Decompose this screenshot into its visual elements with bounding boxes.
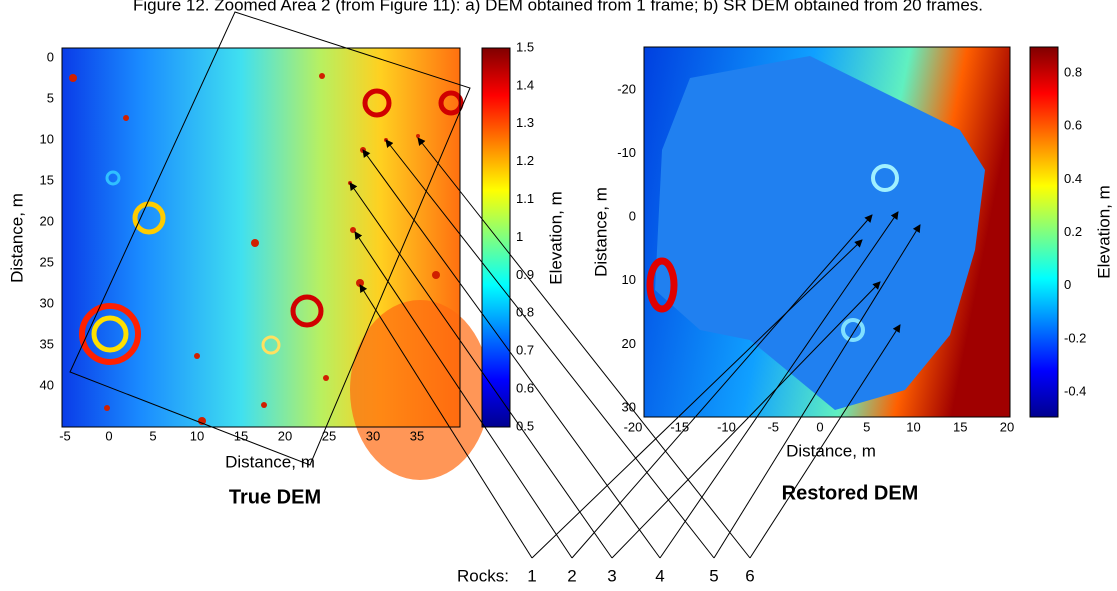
tick-label: -5 (59, 428, 71, 443)
right-xlabel: Distance, m (786, 441, 876, 460)
left-heatmap (62, 12, 510, 480)
tick-label: 20 (278, 428, 292, 443)
tick-label: 0.2 (1064, 224, 1082, 239)
tick-label: 0.6 (1064, 118, 1082, 133)
rocks-label: Rocks: (457, 566, 509, 585)
tick-label: -5 (767, 419, 779, 434)
tick-label: 1.3 (516, 115, 534, 130)
tick-label: 20 (622, 336, 636, 351)
rock-number: 5 (709, 566, 718, 585)
left-title: True DEM (229, 486, 321, 508)
rock-number: 3 (607, 566, 616, 585)
tick-label: -10 (717, 419, 736, 434)
tick-label: 15 (40, 172, 54, 187)
tick-label: 0.6 (516, 381, 534, 396)
tick-label: 5 (149, 428, 156, 443)
figure: Figure 12. Zoomed Area 2 (from Figure 11… (0, 0, 1117, 591)
tick-label: 35 (40, 336, 54, 351)
tick-label: -0.2 (1064, 330, 1086, 345)
tick-label: 10 (622, 272, 636, 287)
tick-label: 0.9 (516, 267, 534, 282)
rock-number: 6 (745, 566, 754, 585)
tick-label: 0 (47, 49, 54, 64)
rock-number: 2 (567, 566, 576, 585)
right-heatmap (644, 47, 1058, 417)
tick-label: 1.2 (516, 153, 534, 168)
tick-label: 20 (40, 213, 54, 228)
left-xlabel: Distance, m (225, 452, 315, 471)
tick-label: 40 (40, 377, 54, 392)
tick-label: 10 (906, 419, 920, 434)
tick-label: 0.4 (1064, 171, 1082, 186)
tick-label: 10 (190, 428, 204, 443)
tick-label: 30 (366, 428, 380, 443)
tick-label: 30 (622, 399, 636, 414)
tick-label: 20 (1000, 419, 1014, 434)
tick-label: 5 (863, 419, 870, 434)
tick-label: 0 (816, 419, 823, 434)
tick-label: 1 (516, 229, 523, 244)
tick-label: 1.1 (516, 191, 534, 206)
tick-label: 5 (47, 90, 54, 105)
tick-label: 0 (1064, 277, 1071, 292)
right-colorbar-label: Elevation, m (1094, 185, 1113, 279)
tick-label: 15 (953, 419, 967, 434)
left-colorbar-label: Elevation, m (546, 191, 565, 285)
tick-label: 25 (322, 428, 336, 443)
tick-label: 15 (234, 428, 248, 443)
right-ylabel: Distance, m (591, 187, 610, 277)
tick-label: 0 (105, 428, 112, 443)
right-title: Restored DEM (782, 482, 919, 504)
tick-label: -20 (624, 419, 643, 434)
tick-label: 1.4 (516, 77, 534, 92)
tick-label: 10 (40, 131, 54, 146)
tick-label: 0.7 (516, 343, 534, 358)
tick-label: -20 (617, 81, 636, 96)
rock-number: 4 (655, 566, 664, 585)
tick-label: 1.5 (516, 39, 534, 54)
caption: Figure 12. Zoomed Area 2 (from Figure 11… (133, 0, 983, 14)
tick-label: 0 (629, 209, 636, 224)
tick-label: 30 (40, 295, 54, 310)
rock-number: 1 (527, 566, 536, 585)
tick-label: -10 (617, 145, 636, 160)
tick-label: 0.8 (1064, 64, 1082, 79)
tick-label: -0.4 (1064, 383, 1086, 398)
tick-label: 25 (40, 254, 54, 269)
tick-label: 0.5 (516, 418, 534, 433)
left-ylabel: Distance, m (7, 193, 26, 283)
tick-label: 35 (410, 428, 424, 443)
